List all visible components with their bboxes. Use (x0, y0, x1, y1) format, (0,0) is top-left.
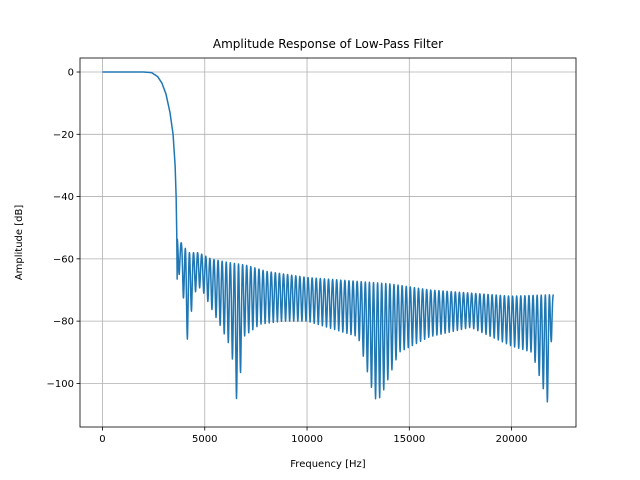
y-axis: 0 −20 −40 −60 −80 −100 (47, 68, 80, 390)
y-tick-label: −80 (53, 317, 74, 328)
y-tick-label: −100 (47, 379, 74, 390)
y-tick-label: −40 (53, 192, 74, 203)
x-tick-label: 5000 (192, 434, 217, 445)
amplitude-response-line (102, 71, 555, 403)
x-tick-label: 20000 (496, 434, 528, 445)
y-tick-label: 0 (68, 68, 74, 79)
y-axis-label: Amplitude [dB] (14, 205, 25, 281)
y-tick-label: −60 (53, 254, 74, 265)
x-tick-label: 10000 (291, 434, 323, 445)
chart-title: Amplitude Response of Low-Pass Filter (213, 37, 443, 51)
axes-frame (79, 57, 577, 428)
x-axis: 0 5000 10000 15000 20000 (99, 427, 527, 445)
x-axis-label: Frequency [Hz] (290, 459, 366, 470)
x-tick-label: 15000 (393, 434, 425, 445)
x-tick-label: 0 (99, 434, 105, 445)
plot-area (102, 71, 555, 403)
y-tick-label: −20 (53, 130, 74, 141)
